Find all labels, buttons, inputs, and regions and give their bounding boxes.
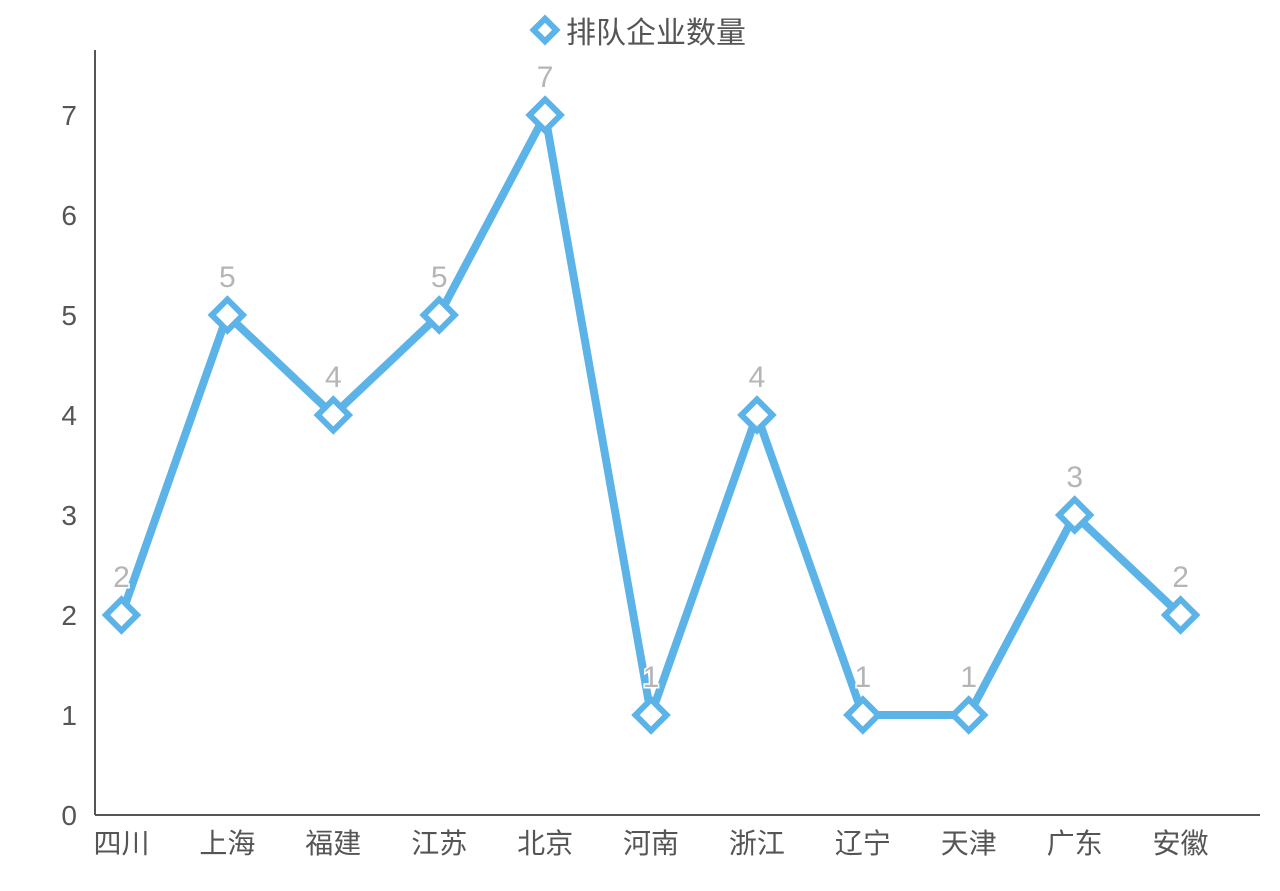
data-line xyxy=(121,115,1180,715)
y-tick-label: 7 xyxy=(61,100,77,131)
x-tick-label: 安徽 xyxy=(1153,828,1209,859)
data-marker-diamond xyxy=(953,699,984,730)
chart-legend: 排队企业数量 xyxy=(534,8,746,52)
y-tick-label: 6 xyxy=(61,200,77,231)
x-tick-label: 天津 xyxy=(941,828,997,859)
legend-diamond-icon xyxy=(529,14,560,45)
data-label: 3 xyxy=(1066,461,1083,494)
data-label: 1 xyxy=(854,661,871,694)
data-marker-diamond xyxy=(530,99,561,130)
x-tick-label: 福建 xyxy=(305,828,361,859)
x-tick-label: 浙江 xyxy=(729,828,785,859)
x-tick-label: 北京 xyxy=(517,828,573,859)
data-label: 7 xyxy=(537,61,554,94)
data-marker-diamond xyxy=(635,699,666,730)
data-marker-diamond xyxy=(847,699,878,730)
data-label: 5 xyxy=(219,261,236,294)
y-tick-label: 1 xyxy=(61,700,77,731)
x-tick-label: 上海 xyxy=(199,828,255,859)
y-tick-label: 4 xyxy=(61,400,77,431)
line-chart: 0 1 2 3 4 5 6 7 四川 上海 福建 江苏 北京 河南 浙江 辽宁 天津 广东 安徽 2 5 4 5 7 1 4 1 1 3… xyxy=(0,0,1280,891)
data-label: 4 xyxy=(325,361,342,394)
x-tick-label: 广东 xyxy=(1047,828,1103,859)
data-label: 4 xyxy=(749,361,766,394)
y-tick-label: 3 xyxy=(61,500,77,531)
x-tick-label: 辽宁 xyxy=(835,828,891,859)
data-marker-diamond xyxy=(106,599,137,630)
y-tick-label: 5 xyxy=(61,300,77,331)
data-label: 2 xyxy=(113,561,130,594)
legend-label: 排队企业数量 xyxy=(566,8,746,52)
data-label: 2 xyxy=(1172,561,1189,594)
x-tick-label: 河南 xyxy=(623,828,679,859)
chart-canvas: 0 1 2 3 4 5 6 7 四川 上海 福建 江苏 北京 河南 浙江 辽宁 天津 广东 安徽 2 5 4 5 7 1 4 1 1 3… xyxy=(0,0,1280,891)
x-tick-label: 江苏 xyxy=(411,828,467,859)
x-tick-label: 四川 xyxy=(93,828,149,859)
data-label: 1 xyxy=(960,661,977,694)
data-label: 1 xyxy=(643,661,660,694)
data-marker-diamond xyxy=(741,399,772,430)
y-tick-label: 0 xyxy=(61,800,77,831)
y-tick-label: 2 xyxy=(61,600,77,631)
data-label: 5 xyxy=(431,261,448,294)
